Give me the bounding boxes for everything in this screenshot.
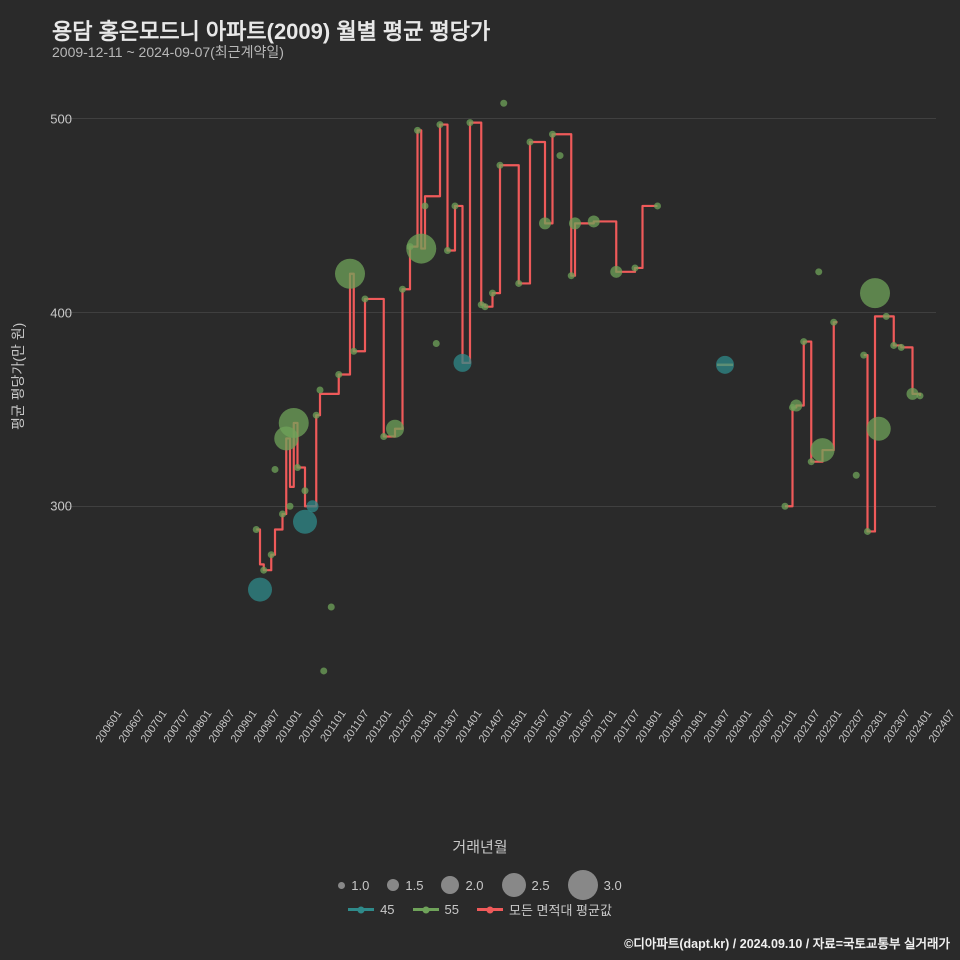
series-legend-label: 45 xyxy=(380,902,394,917)
series-legend-item: 45 xyxy=(348,902,394,917)
size-legend-label: 2.0 xyxy=(465,878,483,893)
y-tick-label: 500 xyxy=(50,111,72,126)
series-legend-swatch xyxy=(348,908,374,911)
chart-subtitle: 2009-12-11 ~ 2024-09-07(최근계약일) xyxy=(52,42,284,62)
plot-area xyxy=(80,80,920,700)
series-legend: 45 55 모든 면적대 평균값 xyxy=(0,900,960,919)
series-legend-swatch xyxy=(413,908,439,911)
y-axis-label: 평균 평당가(만 원) xyxy=(8,323,28,430)
series-legend-item: 모든 면적대 평균값 xyxy=(477,900,612,919)
size-legend: 1.0 1.5 2.0 2.5 3.0 xyxy=(0,870,960,900)
size-legend-dot xyxy=(387,879,399,891)
series-legend-item: 55 xyxy=(413,902,459,917)
x-axis-label: 거래년월 xyxy=(0,836,960,857)
y-tick-label: 400 xyxy=(50,305,72,320)
size-legend-label: 1.5 xyxy=(405,878,423,893)
y-tick-label: 300 xyxy=(50,499,72,514)
size-legend-item: 3.0 xyxy=(568,870,622,900)
size-legend-item: 1.5 xyxy=(387,878,423,893)
size-legend-label: 1.0 xyxy=(351,878,369,893)
series-legend-label: 모든 면적대 평균값 xyxy=(509,900,612,919)
size-legend-label: 2.5 xyxy=(532,878,550,893)
credit-text: ©디아파트(dapt.kr) / 2024.09.10 / 자료=국토교통부 실… xyxy=(624,933,950,952)
plot-svg xyxy=(80,80,920,700)
series-legend-label: 55 xyxy=(445,902,459,917)
size-legend-item: 2.0 xyxy=(441,876,483,894)
size-legend-dot xyxy=(568,870,598,900)
size-legend-dot xyxy=(441,876,459,894)
size-legend-item: 1.0 xyxy=(338,878,369,893)
size-legend-dot xyxy=(502,873,526,897)
series-legend-swatch xyxy=(477,908,503,911)
size-legend-label: 3.0 xyxy=(604,878,622,893)
size-legend-item: 2.5 xyxy=(502,873,550,897)
size-legend-dot xyxy=(338,882,345,889)
